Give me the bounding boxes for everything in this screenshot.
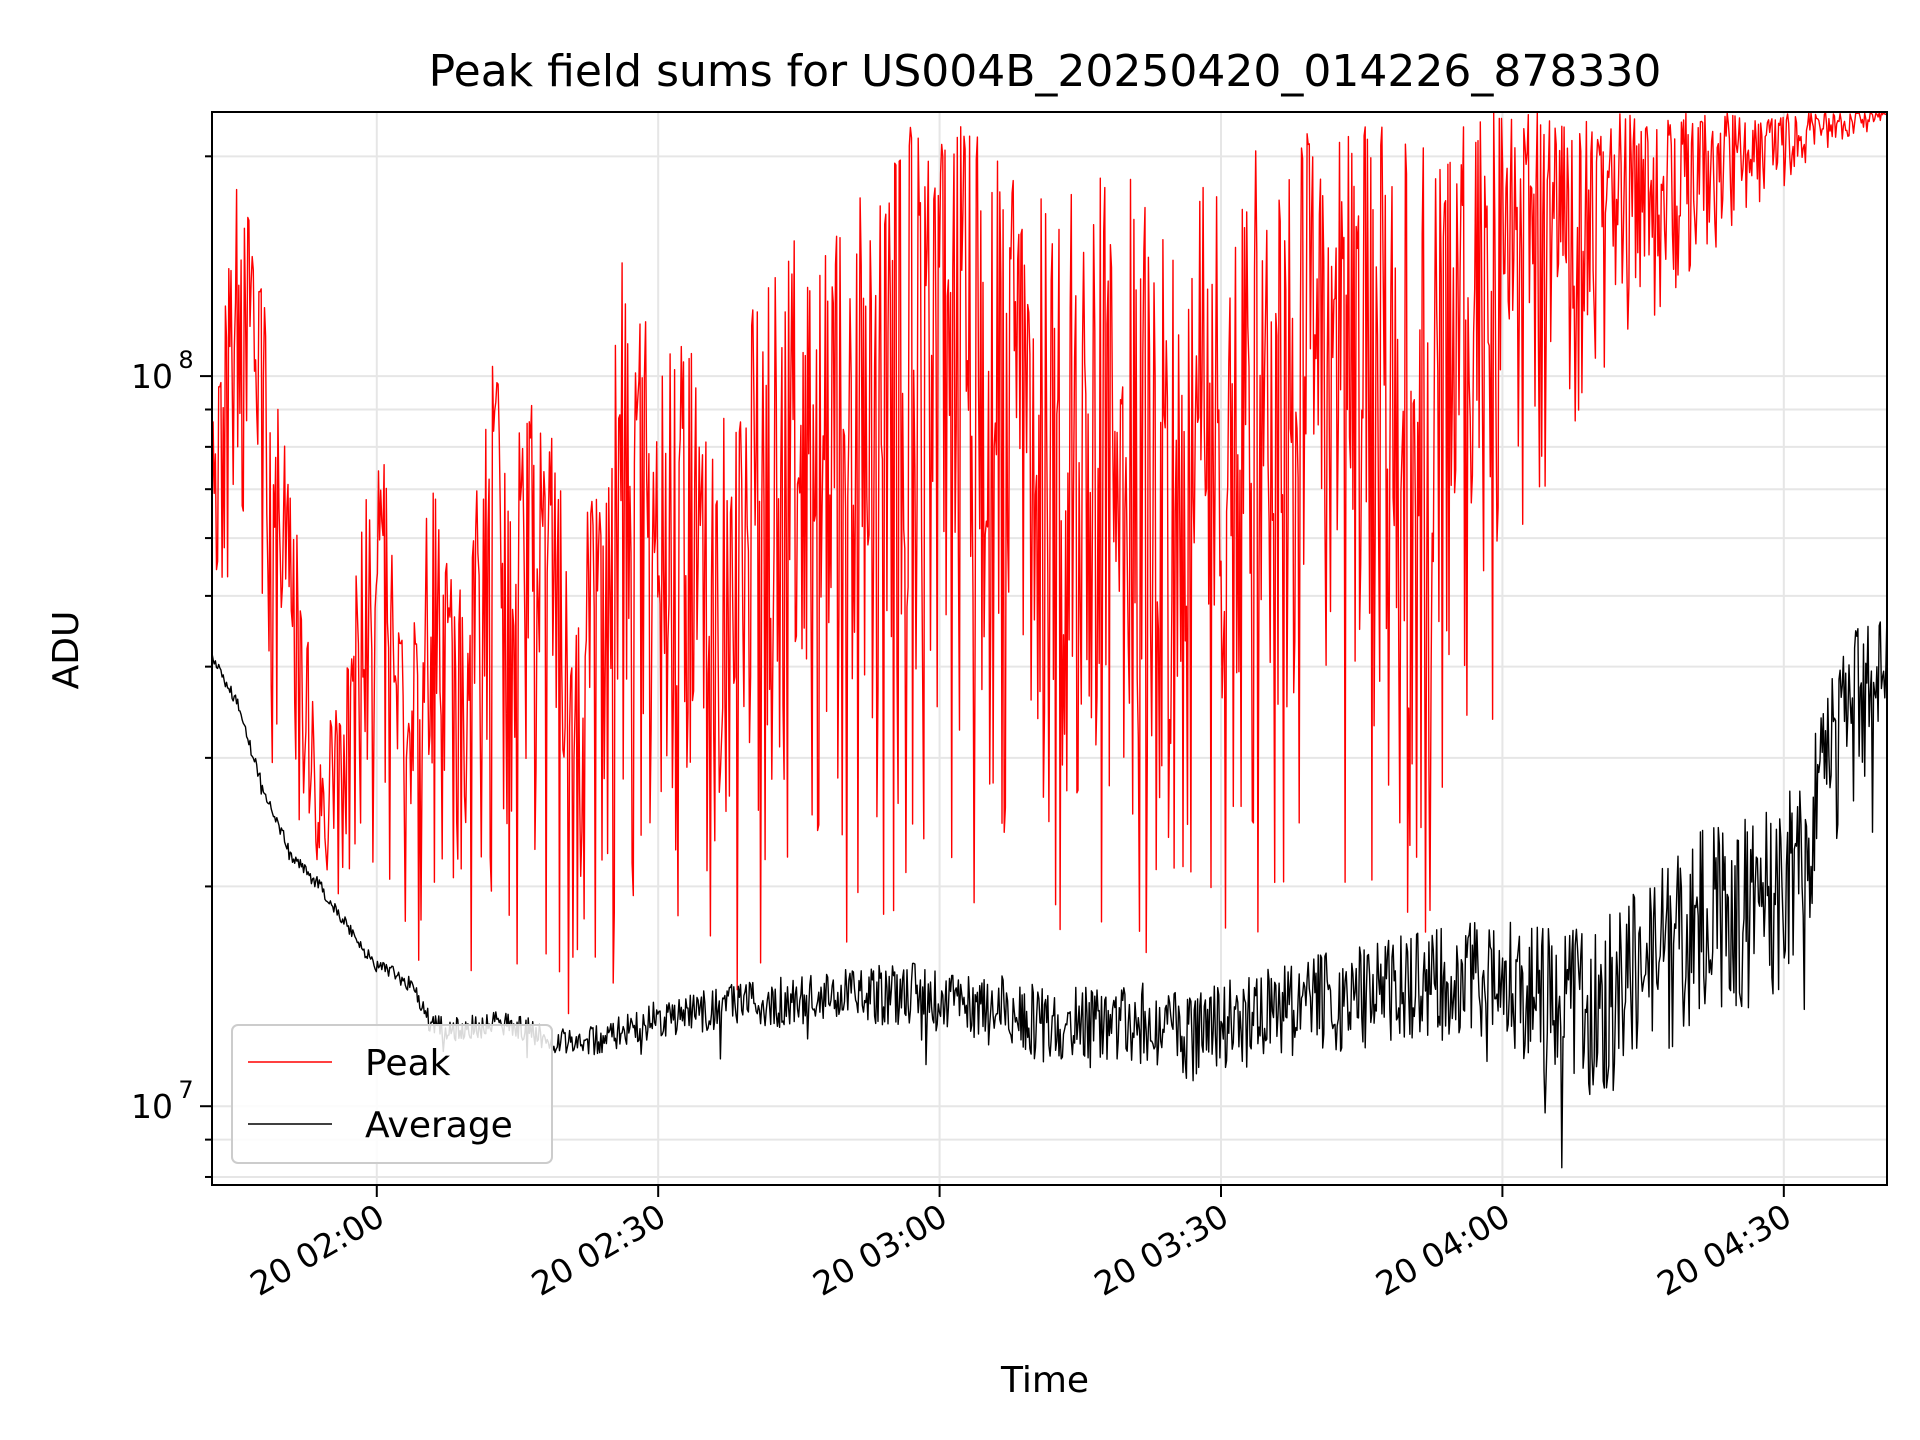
series-lines — [211, 111, 1888, 1169]
x-tick-label: 20 03:00 — [806, 1196, 953, 1304]
y-tick-label: 10 — [131, 1087, 173, 1126]
legend-label-peak: Peak — [365, 1043, 451, 1084]
legend: Peak Average — [231, 1024, 553, 1164]
x-axis: 20 02:00 20 02:30 20 03:00 20 03:30 20 04:00… — [243, 1185, 1798, 1304]
x-tick-label: 20 03:30 — [1088, 1196, 1235, 1304]
x-tick-label: 20 04:00 — [1369, 1196, 1516, 1304]
x-tick-label: 20 02:00 — [243, 1196, 390, 1304]
y-axis-label: ADU — [46, 611, 87, 690]
series-line-peak — [211, 111, 1888, 1015]
legend-box — [231, 1024, 553, 1164]
x-axis-label: Time — [1000, 1360, 1089, 1401]
y-tick-label-exponent: 7 — [178, 1076, 193, 1104]
y-tick-label: 10 — [131, 357, 173, 396]
chart-title: Peak field sums for US004B_20250420_0142… — [429, 46, 1662, 97]
legend-label-average: Average — [365, 1105, 513, 1146]
x-tick-label: 20 04:30 — [1650, 1196, 1797, 1304]
y-tick-label-exponent: 8 — [178, 346, 193, 374]
plot-area-frame — [211, 111, 1888, 1186]
x-tick-label: 20 02:30 — [525, 1196, 672, 1304]
